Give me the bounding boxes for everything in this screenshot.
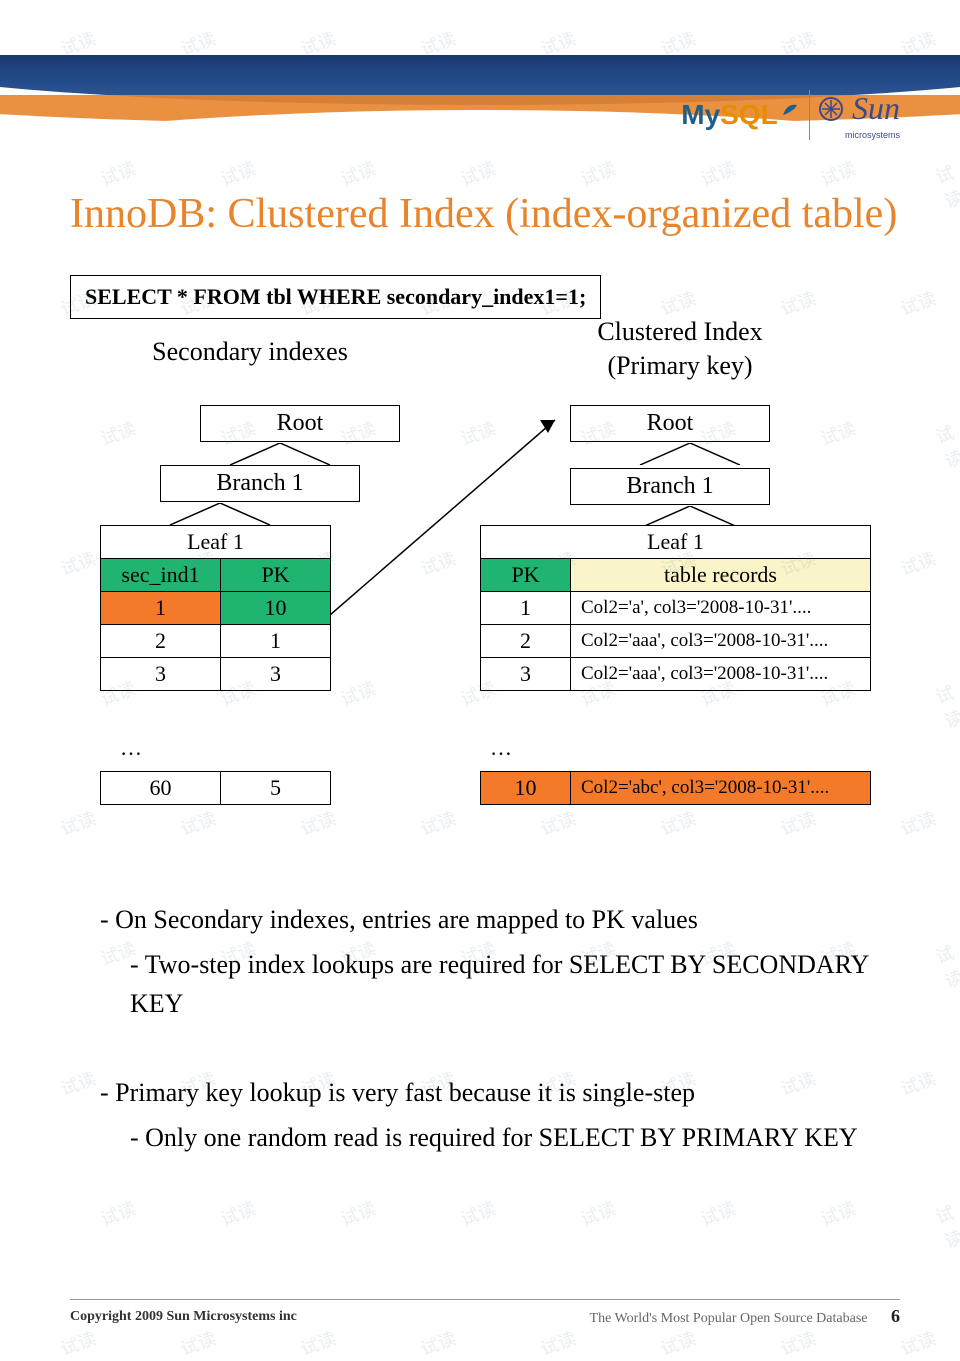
watermark-text: 试读 xyxy=(897,1065,940,1102)
bullet-2a: - Primary key lookup is very fast becaus… xyxy=(100,1073,900,1112)
secondary-label: Secondary indexes xyxy=(70,335,430,369)
watermark-text: 试读 xyxy=(217,1195,260,1232)
mysql-suffix: SQL xyxy=(720,99,777,130)
secondary-cell: 5 xyxy=(221,772,331,805)
ellipsis-2: … xyxy=(490,735,512,761)
page-number: 6 xyxy=(891,1306,900,1326)
watermark-text: 试读 xyxy=(897,1325,940,1361)
watermark-text: 试读 xyxy=(297,1325,340,1361)
footer: Copyright 2009 Sun Microsystems inc The … xyxy=(70,1299,900,1327)
clustered-branch-box: Branch 1 xyxy=(570,468,770,505)
mysql-logo: MySQL xyxy=(681,99,801,131)
clustered-cell: 3 xyxy=(481,658,571,691)
page-title: InnoDB: Clustered Index (index-organized… xyxy=(70,190,920,238)
secondary-cell: 2 xyxy=(101,625,221,658)
diagram-area: Secondary indexes Root Branch 1 Leaf 1 s… xyxy=(70,335,900,875)
clustered-root-box: Root xyxy=(570,405,770,442)
secondary-cell: 3 xyxy=(101,658,221,691)
leaf-header-2: Leaf 1 xyxy=(481,526,871,559)
watermark-text: 试读 xyxy=(57,1065,100,1102)
copyright: Copyright 2009 Sun Microsystems inc xyxy=(70,1309,297,1325)
clustered-cell: Col2='a', col3='2008-10-31'.... xyxy=(571,592,871,625)
bullet-1a: - On Secondary indexes, entries are mapp… xyxy=(100,900,900,939)
watermark-text: 试读 xyxy=(697,1195,740,1232)
secondary-header-cell: sec_ind1 xyxy=(101,559,221,592)
watermark-text: 试读 xyxy=(577,1195,620,1232)
sun-icon xyxy=(818,96,844,122)
clustered-label: Clustered Index (Primary key) xyxy=(480,315,880,383)
watermark-text: 试读 xyxy=(897,805,940,842)
clustered-cell: Col2='abc', col3='2008-10-31'.... xyxy=(571,772,871,805)
secondary-root-box: Root xyxy=(200,405,400,442)
logos: MySQL Sun microsystems xyxy=(681,90,900,140)
watermark-text: 试读 xyxy=(417,1325,460,1361)
clustered-cell: 10 xyxy=(481,772,571,805)
clustered-cell: Col2='aaa', col3='2008-10-31'.... xyxy=(571,625,871,658)
secondary-cell: 1 xyxy=(101,592,221,625)
mysql-prefix: My xyxy=(681,99,720,130)
watermark-text: 试读 xyxy=(897,285,940,322)
clustered-cell: 1 xyxy=(481,592,571,625)
secondary-leaf-table: Leaf 1 sec_ind1PK 1102133 xyxy=(100,525,331,691)
clustered-label-2: (Primary key) xyxy=(607,351,752,380)
watermark-text: 试读 xyxy=(177,1325,220,1361)
secondary-branch-box: Branch 1 xyxy=(160,465,360,502)
clustered-header-cell: PK xyxy=(481,559,571,592)
watermark-text: 试读 xyxy=(897,545,940,582)
logo-divider xyxy=(809,90,810,140)
watermark-text: 试读 xyxy=(337,1195,380,1232)
watermark-text: 试读 xyxy=(932,418,960,474)
watermark-text: 试读 xyxy=(457,1195,500,1232)
ellipsis: … xyxy=(120,735,142,761)
watermark-text: 试读 xyxy=(537,1325,580,1361)
secondary-last-row: 605 xyxy=(100,771,331,805)
watermark-text: 试读 xyxy=(932,1198,960,1254)
clustered-last-row: 10Col2='abc', col3='2008-10-31'.... xyxy=(480,771,871,805)
clustered-label-1: Clustered Index xyxy=(597,317,762,346)
tree-connector-3 xyxy=(630,443,750,465)
watermark-text: 试读 xyxy=(932,938,960,994)
secondary-cell: 10 xyxy=(221,592,331,625)
secondary-cell: 1 xyxy=(221,625,331,658)
sun-subtext: microsystems xyxy=(818,130,900,140)
clustered-cell: 2 xyxy=(481,625,571,658)
leaf-header: Leaf 1 xyxy=(101,526,331,559)
dolphin-icon xyxy=(781,99,801,119)
clustered-header-cell: table records xyxy=(571,559,871,592)
watermark-text: 试读 xyxy=(57,1325,100,1361)
watermark-text: 试读 xyxy=(932,678,960,734)
bullet-2b: - Only one random read is required for S… xyxy=(130,1118,900,1157)
secondary-cell: 60 xyxy=(101,772,221,805)
secondary-header-cell: PK xyxy=(221,559,331,592)
sun-logo: Sun microsystems xyxy=(818,90,900,140)
watermark-text: 试读 xyxy=(97,1195,140,1232)
watermark-text: 试读 xyxy=(817,1195,860,1232)
watermark-text: 试读 xyxy=(777,1325,820,1361)
tree-connector xyxy=(220,443,340,465)
secondary-cell: 3 xyxy=(221,658,331,691)
tree-connector-2 xyxy=(160,503,280,525)
clustered-leaf-table: Leaf 1 PKtable records 1Col2='a', col3='… xyxy=(480,525,871,691)
bullet-points: - On Secondary indexes, entries are mapp… xyxy=(100,900,900,1157)
bullet-1b: - Two-step index lookups are required fo… xyxy=(130,945,900,1023)
sun-text: Sun xyxy=(852,90,900,126)
tagline: The World's Most Popular Open Source Dat… xyxy=(590,1311,868,1326)
watermark-text: 试读 xyxy=(657,1325,700,1361)
clustered-cell: Col2='aaa', col3='2008-10-31'.... xyxy=(571,658,871,691)
sql-query-box: SELECT * FROM tbl WHERE secondary_index1… xyxy=(70,275,601,319)
